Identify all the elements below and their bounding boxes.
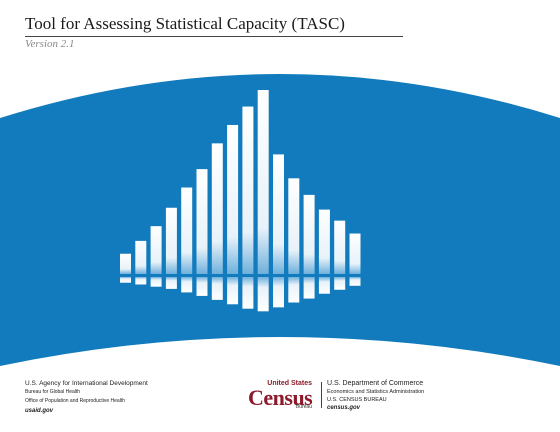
bar-lower-1 xyxy=(120,277,131,283)
version-label: Version 2.1 xyxy=(25,38,75,50)
bar-lower-13 xyxy=(303,277,315,299)
census-logo-bottom: Bureau xyxy=(295,404,312,410)
bar-upper-5 xyxy=(181,187,193,274)
bar-lower-9 xyxy=(242,277,254,309)
bar-upper-12 xyxy=(288,178,300,274)
bar-upper-15 xyxy=(334,220,346,274)
title-underline xyxy=(25,36,403,37)
bar-upper-4 xyxy=(165,207,177,274)
bar-lower-3 xyxy=(150,277,162,287)
bar-lower-5 xyxy=(181,277,193,293)
bar-upper-2 xyxy=(135,240,147,274)
bar-lower-14 xyxy=(318,277,330,294)
census-bureau-logo: United States Census Bureau xyxy=(248,380,318,411)
bar-upper-16 xyxy=(349,233,361,274)
commerce-census: U.S. CENSUS BUREAU xyxy=(327,397,387,403)
bar-lower-6 xyxy=(196,277,208,296)
bar-lower-4 xyxy=(165,277,177,289)
bar-lower-16 xyxy=(349,277,361,286)
usaid-agency: U.S. Agency for International Developmen… xyxy=(25,380,148,387)
bar-upper-14 xyxy=(318,209,330,274)
census-logo-top: United States xyxy=(267,380,312,387)
bar-upper-9 xyxy=(242,106,254,274)
bar-lower-10 xyxy=(257,277,269,312)
usaid-office: Office of Population and Reproductive He… xyxy=(25,398,125,404)
bar-lower-15 xyxy=(334,277,346,290)
usaid-block: U.S. Agency for International Developmen… xyxy=(25,379,148,416)
bar-graphic xyxy=(120,90,361,312)
commerce-department: U.S. Department of Commerce xyxy=(327,380,424,387)
bar-lower-12 xyxy=(288,277,300,303)
bar-lower-8 xyxy=(227,277,239,305)
bar-lower-2 xyxy=(135,277,147,285)
bar-upper-1 xyxy=(120,253,131,274)
census-logo-word: Census xyxy=(248,385,313,410)
usaid-bureau: Bureau for Global Health xyxy=(25,389,81,395)
footer-divider xyxy=(321,382,322,408)
bar-upper-8 xyxy=(227,124,239,275)
bar-upper-3 xyxy=(150,226,162,274)
bar-upper-11 xyxy=(273,154,284,274)
usaid-website-link[interactable]: usaid.gov xyxy=(25,408,54,414)
commerce-esa: Economics and Statistics Administration xyxy=(327,389,425,395)
bar-upper-13 xyxy=(303,194,315,274)
bar-lower-11 xyxy=(273,277,284,308)
bar-upper-7 xyxy=(211,143,223,274)
bar-upper-6 xyxy=(196,169,208,274)
bar-lower-7 xyxy=(211,277,223,300)
commerce-block: U.S. Department of Commerce Economics an… xyxy=(327,380,424,412)
document-title: Tool for Assessing Statistical Capacity … xyxy=(25,14,345,33)
census-website-link[interactable]: census.gov xyxy=(327,405,361,411)
bar-upper-10 xyxy=(257,90,269,274)
